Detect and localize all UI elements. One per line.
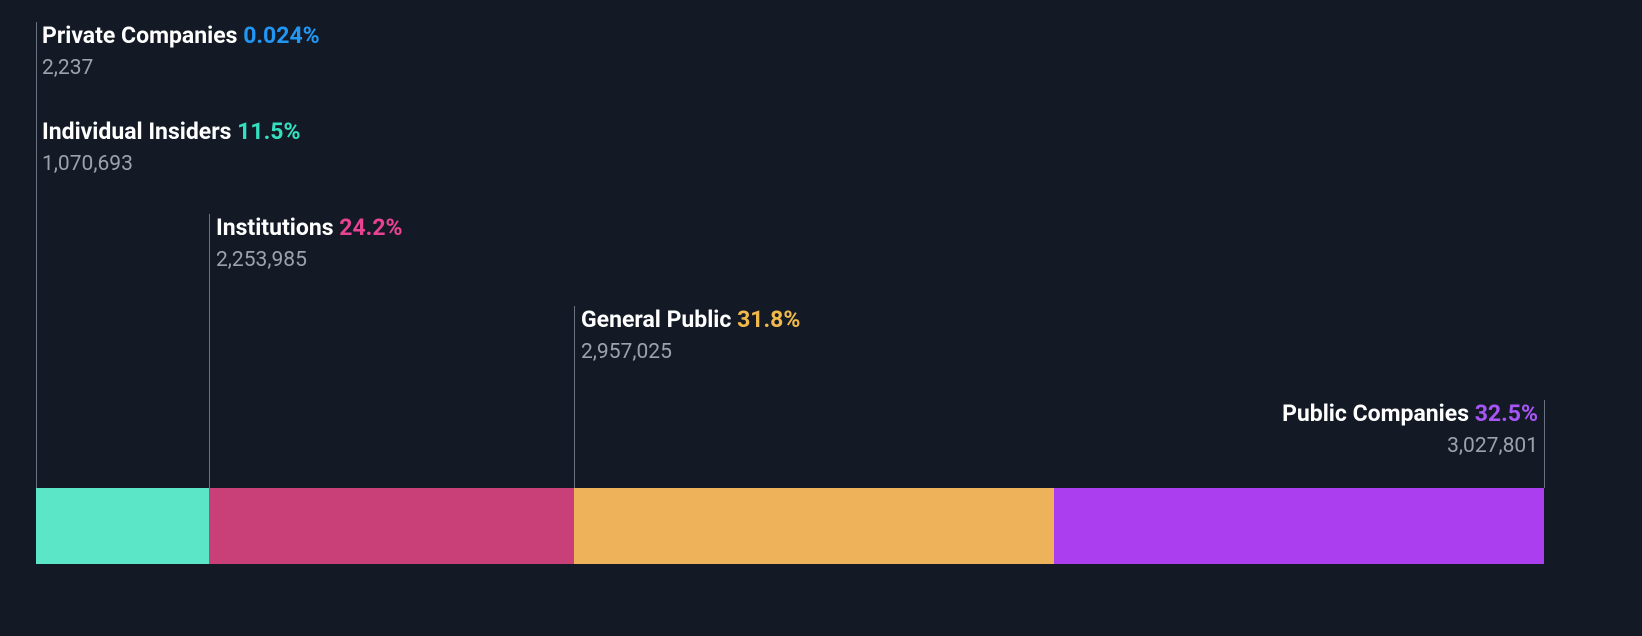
- label-title: Public Companies 32.5%: [1282, 400, 1538, 428]
- label-general-public: General Public 31.8% 2,957,025: [581, 306, 800, 365]
- segment-name: General Public: [581, 306, 731, 333]
- segment-percent: 24.2%: [339, 214, 402, 241]
- segment-value: 1,070,693: [42, 152, 300, 177]
- leader-line-private-individual: [36, 22, 37, 488]
- label-title: General Public 31.8%: [581, 306, 800, 334]
- segment-value: 2,253,985: [216, 248, 403, 273]
- bar-segment-general-public[interactable]: [574, 488, 1054, 564]
- segment-value: 2,957,025: [581, 340, 800, 365]
- label-title: Individual Insiders 11.5%: [42, 118, 300, 146]
- segment-percent: 31.8%: [737, 306, 800, 333]
- ownership-breakdown-chart: Private Companies 0.024% 2,237 Individua…: [0, 0, 1642, 636]
- label-title: Private Companies 0.024%: [42, 22, 320, 50]
- segment-percent: 32.5%: [1475, 400, 1538, 427]
- label-institutions: Institutions 24.2% 2,253,985: [216, 214, 403, 273]
- segment-name: Individual Insiders: [42, 118, 231, 145]
- bar-segment-institutions[interactable]: [209, 488, 574, 564]
- label-private-companies: Private Companies 0.024% 2,237: [42, 22, 320, 81]
- label-title: Institutions 24.2%: [216, 214, 403, 242]
- segment-name: Private Companies: [42, 22, 237, 49]
- bar-segment-individual-insiders[interactable]: [36, 488, 209, 564]
- ownership-bar: [36, 488, 1544, 564]
- segment-value: 3,027,801: [1282, 434, 1538, 459]
- leader-line-general-public: [574, 306, 575, 488]
- segment-value: 2,237: [42, 56, 320, 81]
- label-public-companies: Public Companies 32.5% 3,027,801: [1282, 400, 1538, 459]
- label-individual-insiders: Individual Insiders 11.5% 1,070,693: [42, 118, 300, 177]
- bar-segment-public-companies[interactable]: [1054, 488, 1544, 564]
- leader-line-public-companies: [1544, 400, 1545, 488]
- segment-percent: 11.5%: [237, 118, 300, 145]
- segment-name: Public Companies: [1282, 400, 1469, 427]
- segment-percent: 0.024%: [243, 22, 319, 49]
- segment-name: Institutions: [216, 214, 334, 241]
- leader-line-institutions: [209, 214, 210, 488]
